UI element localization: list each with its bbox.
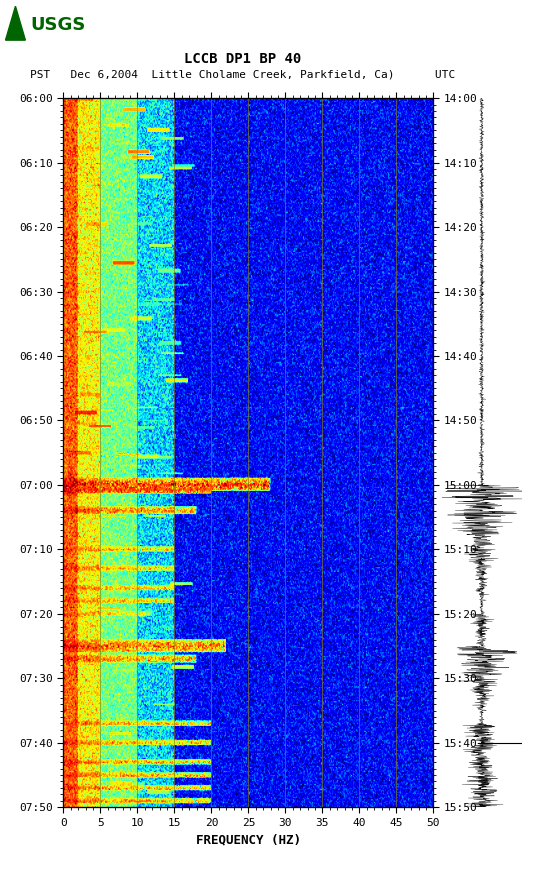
Text: PST   Dec 6,2004  Little Cholame Creek, Parkfield, Ca)      UTC: PST Dec 6,2004 Little Cholame Creek, Par… (30, 69, 455, 79)
Polygon shape (6, 6, 25, 40)
Text: LCCB DP1 BP 40: LCCB DP1 BP 40 (184, 52, 301, 66)
Text: USGS: USGS (30, 16, 86, 34)
X-axis label: FREQUENCY (HZ): FREQUENCY (HZ) (196, 833, 301, 847)
